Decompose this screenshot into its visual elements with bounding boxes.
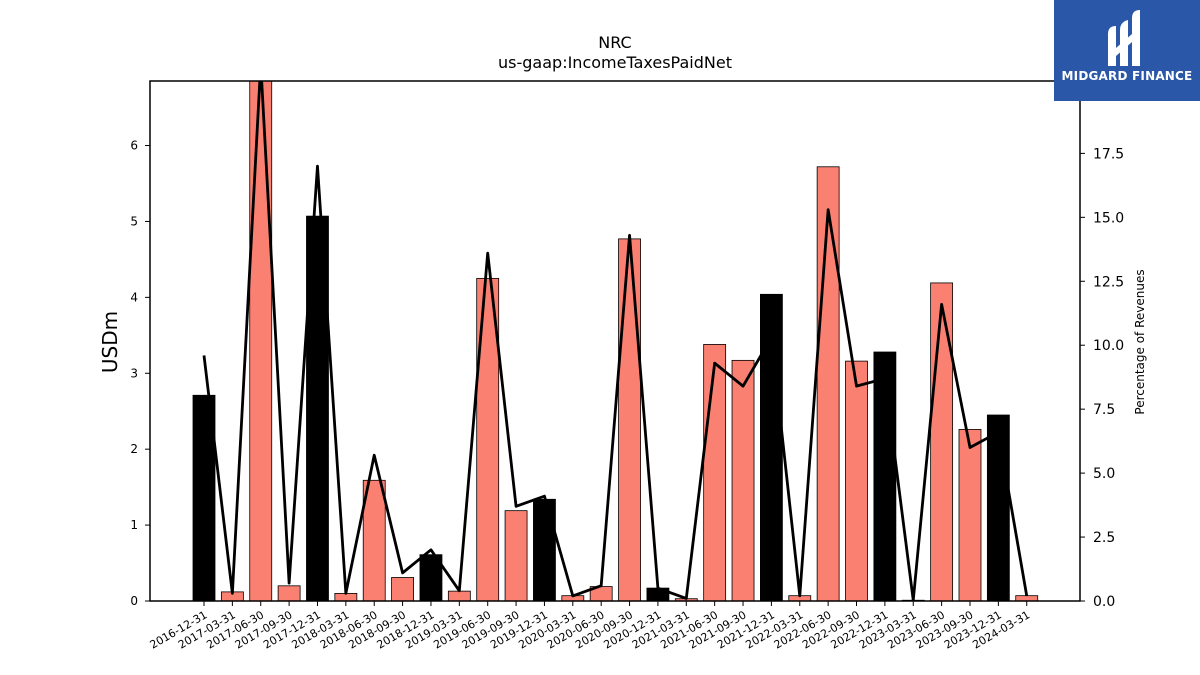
plot-frame bbox=[149, 80, 1081, 602]
y-axis-left: 0 1 2 3 4 5 6 bbox=[130, 139, 150, 608]
bar-2017-09-30 bbox=[277, 585, 301, 602]
bar-2023-09-30 bbox=[958, 429, 982, 602]
y2-tick-label: 7.5 bbox=[1093, 402, 1115, 418]
chart-subtitle: us-gaap:IncomeTaxesPaidNet bbox=[498, 53, 732, 72]
bar-2023-12-31 bbox=[986, 414, 1010, 602]
y-tick-label: 2 bbox=[130, 442, 138, 456]
chart-title: NRC bbox=[598, 33, 631, 52]
y2-tick-label: 15.0 bbox=[1093, 210, 1124, 226]
bar-2017-06-30 bbox=[249, 80, 273, 602]
y2-tick-label: 12.5 bbox=[1093, 274, 1124, 290]
bar-2021-09-30 bbox=[731, 359, 755, 602]
y-tick-label: 3 bbox=[130, 366, 138, 380]
logo-text: MIDGARD FINANCE bbox=[1061, 69, 1193, 83]
y2-tick-label: 5.0 bbox=[1093, 466, 1115, 482]
bar-2019-09-30 bbox=[504, 510, 528, 602]
y2-axis-label: Percentage of Revenues bbox=[1133, 269, 1147, 414]
bar-2024-03-31 bbox=[1015, 595, 1039, 602]
y2-tick-label: 0.0 bbox=[1093, 594, 1115, 610]
brand-logo: MIDGARD FINANCE bbox=[1054, 0, 1200, 101]
bars-group bbox=[192, 80, 1039, 602]
y-tick-label: 0 bbox=[130, 594, 138, 608]
y2-tick-label: 2.5 bbox=[1093, 530, 1115, 546]
y-axis-right: 0.0 2.5 5.0 7.5 10.0 12.5 15.0 17.5 bbox=[1080, 146, 1124, 610]
logo-mark-icon bbox=[1108, 10, 1140, 66]
bar-2022-06-30 bbox=[816, 166, 840, 602]
bar-2019-03-31 bbox=[447, 590, 471, 602]
y2-tick-label: 10.0 bbox=[1093, 338, 1124, 354]
bar-2018-09-30 bbox=[391, 577, 414, 602]
y-tick-label: 1 bbox=[130, 518, 138, 532]
y-tick-label: 6 bbox=[130, 139, 138, 153]
pct-line-group bbox=[202, 81, 1029, 601]
y-tick-label: 5 bbox=[130, 214, 138, 228]
bar-2020-09-30 bbox=[618, 238, 641, 602]
y2-tick-label: 17.5 bbox=[1093, 146, 1124, 162]
bar-2019-12-31 bbox=[533, 498, 556, 602]
bar-2021-06-30 bbox=[703, 344, 727, 602]
bar-2023-06-30 bbox=[930, 282, 954, 602]
y-tick-label: 4 bbox=[130, 290, 138, 304]
pct-of-revenues-line bbox=[202, 81, 1029, 601]
bar-2022-09-30 bbox=[845, 360, 868, 602]
y-axis-label: USDm bbox=[98, 311, 122, 373]
x-axis: 2016-12-312017-03-312017-06-302017-09-30… bbox=[148, 601, 1032, 652]
